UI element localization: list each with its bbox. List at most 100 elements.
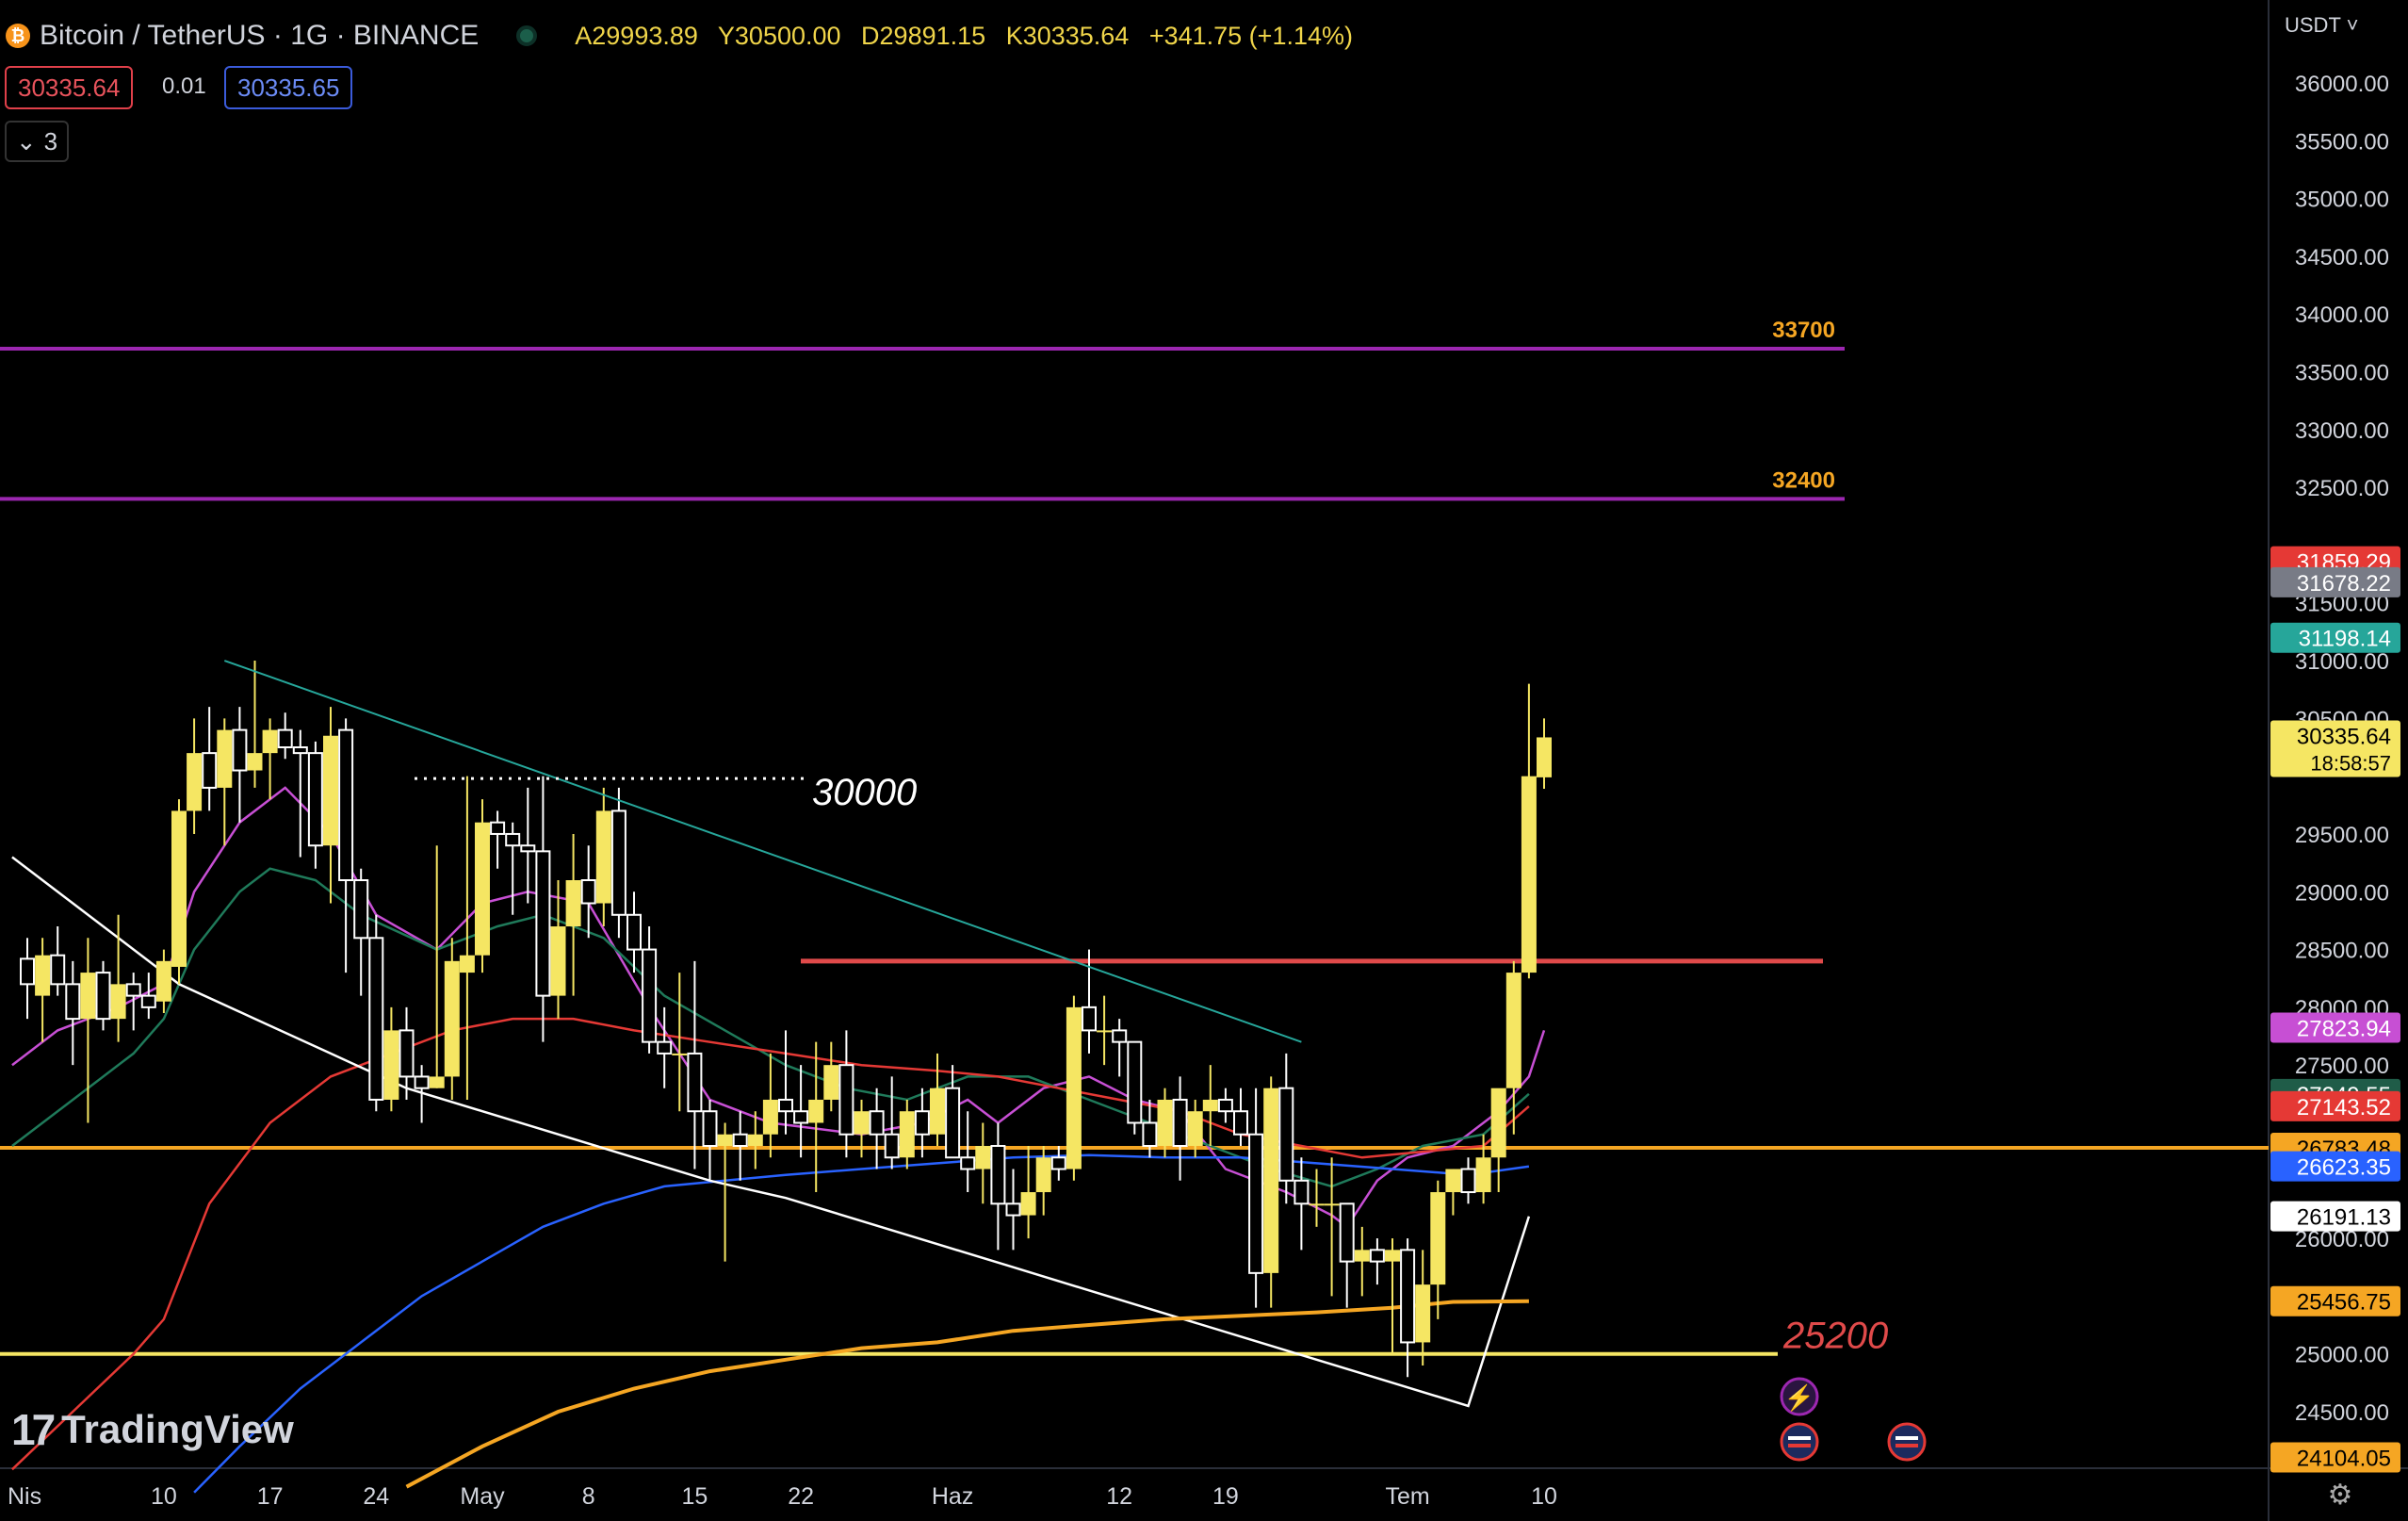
candle-body-down: [687, 1052, 703, 1113]
level-label: 25200: [1782, 1316, 1888, 1357]
price-label-tag: [2270, 622, 2400, 653]
candle-body-up: [1309, 1203, 1325, 1206]
candle-body-up: [899, 1111, 915, 1158]
y-tick-label: 33000.00: [2295, 418, 2389, 444]
candle-body-up: [1415, 1284, 1431, 1343]
candle-body-down: [1082, 1006, 1097, 1032]
candle-body-down: [20, 957, 35, 986]
candle-body-down: [125, 983, 141, 997]
candle-body-down: [95, 972, 111, 1021]
candle-body-down: [277, 728, 293, 749]
price-axis[interactable]: 36000.00 35500.00 35000.00 34500.00 34000.00…: [2270, 72, 2400, 1473]
candle-body-up: [1202, 1099, 1218, 1112]
candle-body-down: [778, 1098, 793, 1113]
x-tick-label: 24: [363, 1483, 389, 1510]
candle-body-up: [1537, 737, 1552, 777]
y-tick-label: 31000.00: [2295, 649, 2389, 675]
candle-body-up: [550, 926, 566, 996]
y-tick-label: 29000.00: [2295, 880, 2389, 906]
y-tick-label: 25000.00: [2295, 1343, 2389, 1368]
ohlc-values: A29993.89 Y30500.00 D29891.15 K30335.64 …: [575, 22, 1366, 51]
us-flag-icon: [1780, 1422, 1819, 1462]
horizontal-levels: 33700 32400 25200: [0, 318, 2269, 1357]
candlesticks: [20, 661, 1552, 1378]
price-label-text: 27823.94: [2297, 1016, 2391, 1041]
candle-body-up: [1187, 1111, 1203, 1146]
x-tick-label: 17: [257, 1483, 284, 1510]
candle-body-down: [353, 879, 369, 940]
symbol-title[interactable]: Bitcoin / TetherUS · 1G · BINANCE: [40, 20, 480, 51]
level-label: 33700: [1772, 318, 1835, 343]
candle-body-up: [459, 955, 475, 973]
price-label-tag: [2270, 1285, 2400, 1317]
candle-body-down: [1112, 1029, 1128, 1043]
candle-body-down: [960, 1156, 976, 1170]
indicators-toggle[interactable]: ⌄ 3: [5, 121, 69, 162]
candle-body-up: [717, 1134, 733, 1146]
candle-body-up: [930, 1088, 945, 1135]
candle-body-down: [1142, 1121, 1158, 1148]
y-tick-label: 34500.00: [2295, 245, 2389, 270]
y-tick-label: 35500.00: [2295, 129, 2389, 155]
high-value: Y30500.00: [717, 21, 841, 50]
lightning-glyph: ⚡: [1784, 1383, 1814, 1413]
annotations: 30000 ⚡: [223, 660, 1927, 1462]
candle-body-up: [672, 1053, 688, 1055]
candle-body-down: [1233, 1110, 1248, 1136]
candle-body-up: [595, 810, 611, 904]
symbol-header: ₿ Bitcoin / TetherUS · 1G · BINANCE A299…: [0, 13, 1366, 58]
x-tick-label: Nis: [8, 1483, 41, 1510]
sell-price-button[interactable]: 30335.64: [5, 66, 134, 109]
candle-body-up: [565, 880, 581, 927]
y-tick-label: 24500.00: [2295, 1400, 2389, 1426]
candle-body-down: [490, 821, 506, 835]
candle-body-down: [1460, 1168, 1476, 1194]
price-label-text: 31198.14: [2299, 627, 2391, 652]
chevron-down-icon: ˅: [2340, 13, 2359, 37]
candle-body-down: [202, 752, 218, 789]
flag-stripe: [1895, 1436, 1918, 1440]
currency-label: USDT: [2285, 13, 2341, 37]
candle-body-down: [1400, 1249, 1416, 1344]
lightning-icon: [1780, 1377, 1819, 1416]
flag-stripe: [1788, 1444, 1811, 1447]
candle-body-up: [1354, 1250, 1370, 1262]
candle-body-down: [626, 913, 642, 951]
price-label-text: 30335.64: [2297, 724, 2391, 749]
price-label-text: 27143.52: [2297, 1095, 2391, 1120]
candle-body-down: [338, 728, 354, 882]
candle-body-up: [262, 729, 278, 754]
x-tick-label: 19: [1212, 1483, 1239, 1510]
candle-body-down: [610, 810, 626, 916]
candle-body-down: [642, 948, 658, 1043]
change-value: +341.75 (+1.14%): [1148, 21, 1353, 50]
candle-body-down: [732, 1133, 748, 1148]
flag-stripe: [1895, 1444, 1918, 1447]
candle-body-down: [307, 752, 323, 847]
currency-selector[interactable]: USDT ˅: [2285, 13, 2358, 38]
candle-body-down: [292, 746, 308, 755]
buy-price-button[interactable]: 30335.65: [224, 66, 353, 109]
time-axis[interactable]: Nis 10 17 24 May 8 15 22 Haz 12 19 Tem 10: [8, 1483, 1557, 1510]
candle-body-down: [1369, 1249, 1385, 1263]
x-tick-label: 12: [1106, 1483, 1132, 1510]
candle-body-down: [1248, 1133, 1264, 1274]
candle-body-up: [1505, 973, 1521, 1088]
tradingview-logo: 17 TradingView: [11, 1404, 294, 1455]
x-tick-label: 10: [151, 1483, 177, 1510]
candle-body-down: [869, 1110, 885, 1136]
low-value: D29891.15: [861, 21, 986, 50]
candle-body-down: [702, 1110, 718, 1148]
y-tick-label: 32500.00: [2295, 476, 2389, 501]
x-tick-label: Haz: [932, 1483, 973, 1510]
price-label-tag: [2270, 566, 2400, 597]
candle-body-down: [1217, 1098, 1233, 1113]
settings-gear-icon[interactable]: ⚙: [2327, 1479, 2353, 1511]
candle-body-up: [1324, 1203, 1340, 1206]
candle-body-down: [1005, 1202, 1021, 1217]
candle-body-down: [1293, 1179, 1310, 1205]
candle-body-down: [914, 1110, 930, 1136]
candle-body-up: [1445, 1169, 1461, 1193]
y-tick-label: 28500.00: [2295, 939, 2389, 964]
